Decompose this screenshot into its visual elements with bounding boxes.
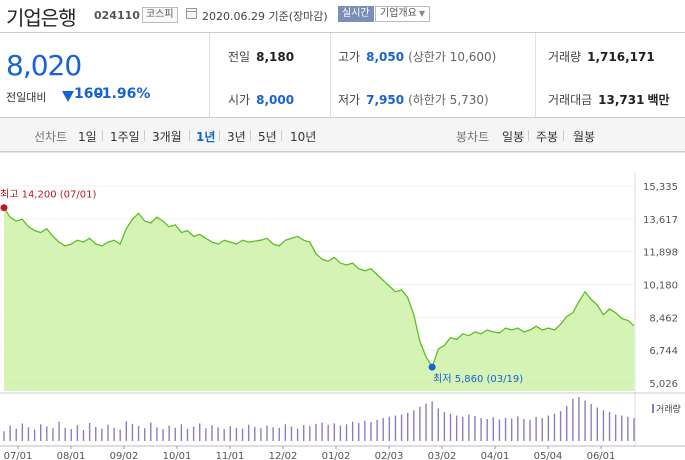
tab-period[interactable]: 10년 [290, 130, 317, 144]
prev-close-value: 8,180 [256, 50, 295, 64]
tab-candle[interactable]: 주봉 [536, 130, 559, 144]
tab-period[interactable]: 1일 [78, 130, 97, 144]
amount-label: 거래대금 [548, 93, 593, 107]
current-price-box: 8,020 전일대비 160 -1.96% [0, 33, 210, 117]
base-date: 2020.06.29 기준(장마감) [202, 10, 328, 23]
lower-limit: (하한가 5,730) [408, 93, 489, 107]
calendar-icon [186, 8, 197, 19]
y-tick-label: 11,898 [643, 248, 678, 259]
change-percent: -1.96% [96, 86, 151, 102]
company-info-label: 기업개요 [380, 8, 417, 19]
tab-period[interactable]: 3년 [227, 130, 246, 144]
prev-close-label: 전일 [228, 50, 251, 64]
y-tick-label: 8,462 [649, 313, 678, 324]
x-tick-label: 06/01 [587, 451, 616, 460]
tab-candle[interactable]: 일봉 [502, 130, 525, 144]
panel-divider [330, 33, 331, 117]
change-label: 전일대비 [6, 91, 47, 104]
open-cell: 시가 8,000 [228, 91, 294, 108]
open-value: 8,000 [256, 93, 295, 107]
chart-tab-bar: 선차트 1일 1주일 3개월 1년 3년 5년 10년 봉차트 일봉 주봉 월봉 [0, 118, 685, 152]
tab-period-active[interactable]: 1년 [196, 130, 216, 144]
x-tick-label: 05/04 [534, 451, 563, 460]
change-value: 160 [74, 86, 104, 102]
amount-value: 13,731 [598, 93, 645, 107]
tab-divider [563, 130, 564, 141]
high-annotation: 최고 14,200 (07/01) [0, 189, 96, 201]
chevron-down-icon: ▼ [418, 9, 425, 18]
tab-period[interactable]: 5년 [258, 130, 277, 144]
tab-divider [144, 130, 145, 141]
open-label: 시가 [228, 93, 251, 107]
x-tick-label: 12/02 [269, 451, 298, 460]
low-value: 7,950 [366, 93, 405, 107]
volume-cell: 거래량 1,716,171 [548, 48, 655, 65]
x-tick-label: 11/01 [216, 451, 245, 460]
tab-candle[interactable]: 월봉 [573, 130, 596, 144]
panel-divider [535, 33, 536, 117]
tab-divider [528, 130, 529, 141]
x-tick-label: 02/03 [375, 451, 404, 460]
low-annotation: 최저 5,860 (03/19) [433, 373, 523, 385]
y-tick-label: 5,026 [649, 379, 678, 390]
high-cell: 고가 8,050 (상한가 10,600) [338, 48, 496, 65]
high-label: 고가 [338, 50, 361, 64]
candle-chart-label: 봉차트 [456, 130, 490, 144]
prev-close-cell: 전일 8,180 [228, 48, 294, 65]
amount-cell: 거래대금 13,731 백만 [548, 91, 670, 108]
stock-name: 기업은행 [6, 6, 77, 30]
price-line [3, 207, 635, 369]
tab-divider [189, 130, 190, 141]
tab-divider [250, 130, 251, 141]
x-tick-label: 09/02 [110, 451, 139, 460]
volume-legend-swatch [652, 404, 654, 413]
x-tick-label: 07/01 [4, 451, 33, 460]
x-tick-label: 03/02 [428, 451, 457, 460]
tab-period[interactable]: 1주일 [110, 130, 140, 144]
high-marker [0, 204, 8, 212]
volume-value: 1,716,171 [587, 50, 655, 64]
volume-label: 거래량 [548, 50, 582, 64]
company-info-dropdown[interactable]: 기업개요 ▼ [375, 6, 430, 22]
tab-divider [102, 130, 103, 141]
upper-limit: (상한가 10,600) [408, 50, 497, 64]
low-cell: 저가 7,950 (하한가 5,730) [338, 91, 489, 108]
down-arrow-icon [62, 91, 74, 102]
stock-code: 024110 [94, 9, 140, 22]
x-tick-label: 04/01 [481, 451, 510, 460]
y-tick-label: 6,744 [649, 346, 678, 357]
line-chart-label: 선차트 [34, 130, 68, 144]
amount-unit: 백만 [647, 93, 670, 107]
tab-period[interactable]: 3개월 [152, 130, 182, 144]
volume-legend-label: 거래량 [656, 403, 681, 415]
y-tick-label: 10,180 [643, 281, 678, 292]
x-tick-label: 08/01 [57, 451, 86, 460]
tab-divider [219, 130, 220, 141]
low-marker [428, 363, 436, 371]
tab-divider [281, 130, 282, 141]
y-tick-label: 15,335 [643, 182, 678, 193]
current-price: 8,020 [6, 49, 82, 82]
x-tick-label: 01/02 [322, 451, 351, 460]
y-tick-label: 13,617 [643, 215, 678, 226]
price-area [4, 207, 634, 391]
realtime-button[interactable]: 실시간 [338, 6, 374, 22]
price-panel: 8,020 전일대비 160 -1.96% 전일 8,180 고가 8,050 (상한… [0, 32, 685, 118]
high-value: 8,050 [366, 50, 405, 64]
x-tick-label: 10/01 [163, 451, 192, 460]
price-chart[interactable]: 15,335 13,617 11,898 10,180 8,462 6,744 5,026 최… [0, 152, 685, 460]
low-label: 저가 [338, 93, 361, 107]
market-badge: 코스피 [142, 7, 178, 23]
price-chart-svg: 15,335 13,617 11,898 10,180 8,462 6,744 5,026 최… [0, 152, 685, 460]
stock-header: 기업은행 024110 코스피 2020.06.29 기준(장마감) 실시간 기… [0, 0, 685, 32]
